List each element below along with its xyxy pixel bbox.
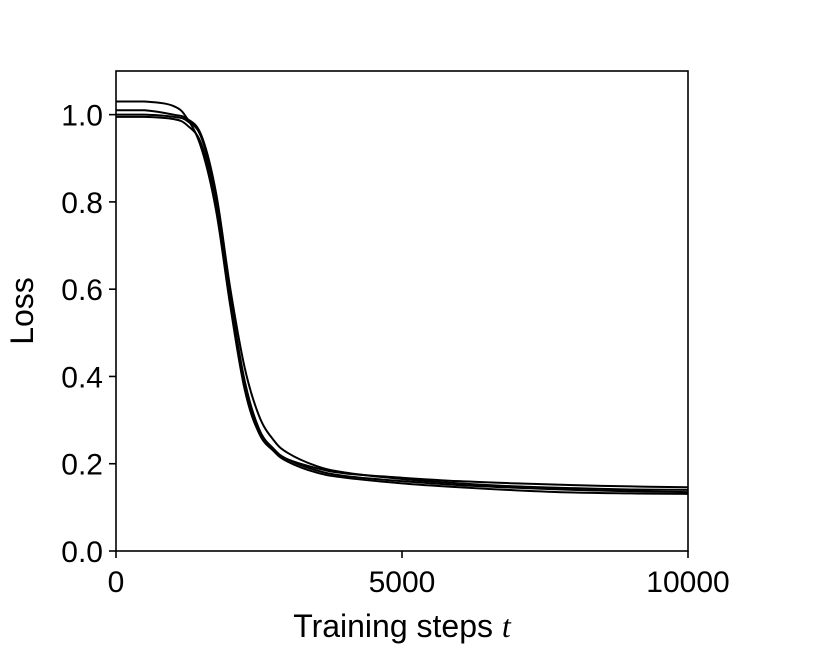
x-tick-label-2: 10000 xyxy=(646,566,729,599)
y-tick-label-1: 0.2 xyxy=(61,449,103,482)
y-tick-label-3: 0.6 xyxy=(61,274,103,307)
tick-layer: 0 5000 10000 0.0 0.2 0.4 0.6 0.8 1.0 xyxy=(61,100,729,599)
y-tick-label-0: 0.0 xyxy=(61,536,103,569)
x-axis-label-variable: t xyxy=(502,608,512,644)
x-axis-label: Training steps t xyxy=(293,608,512,644)
y-axis-label: Loss xyxy=(4,277,40,345)
loss-curve-2 xyxy=(115,109,689,491)
y-tick-label-5: 1.0 xyxy=(61,100,103,133)
x-axis-label-text: Training steps xyxy=(293,608,493,644)
y-tick-label-4: 0.8 xyxy=(61,187,103,220)
x-tick-label-0: 0 xyxy=(108,566,125,599)
y-tick-label-2: 0.4 xyxy=(61,361,103,394)
x-tick-label-1: 5000 xyxy=(369,566,436,599)
loss-curve-3 xyxy=(115,113,689,494)
series-layer xyxy=(115,100,689,495)
loss-curve-4 xyxy=(116,115,689,495)
loss-curve-1 xyxy=(116,100,689,489)
